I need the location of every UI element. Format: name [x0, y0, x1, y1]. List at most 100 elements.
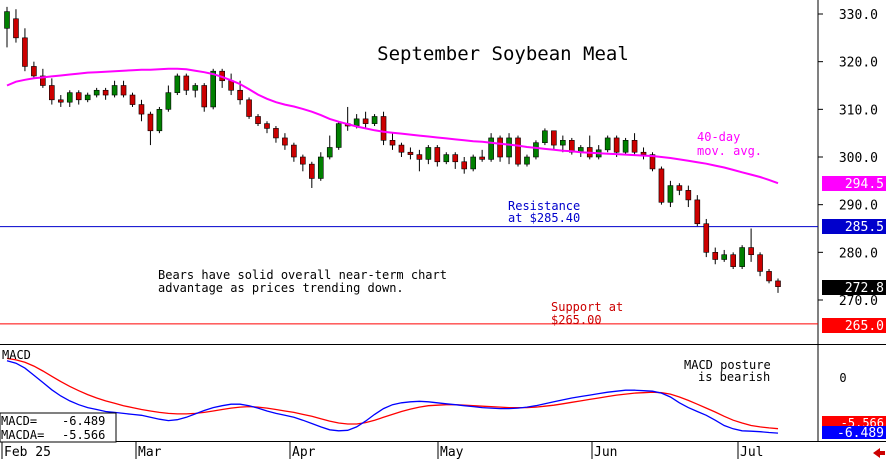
candle-body: [237, 89, 243, 101]
chart-background: [0, 0, 885, 442]
candle-body: [748, 247, 754, 256]
ma-value-box: [822, 176, 886, 191]
candle-body: [452, 154, 459, 163]
candle-body: [622, 140, 629, 153]
y-tick-group: 330.0 320.0 310.0 300.0 290.0 280.0 270.0: [818, 8, 878, 309]
candle-body: [676, 185, 683, 191]
macda-readout-value: -5.566: [62, 428, 105, 442]
ma-label-line1: 40-day: [697, 130, 740, 144]
macd-readout-box: [0, 412, 117, 443]
candle-body: [317, 156, 324, 179]
candle-body: [326, 147, 333, 158]
candle-body: [147, 113, 154, 132]
macda-readout-label: MACDA=: [1, 428, 44, 442]
candle-body: [380, 116, 387, 141]
candle-body: [389, 140, 396, 146]
candle-body: [371, 116, 378, 124]
commentary-line2: advantage as prices trending down.: [158, 281, 404, 295]
last-price-box: [822, 280, 886, 295]
candle-body: [766, 271, 772, 282]
candle-body: [604, 137, 611, 151]
candle-body: [156, 109, 163, 132]
candle-body: [102, 89, 109, 96]
candle-body: [31, 66, 37, 77]
x-tick-label: May: [440, 445, 464, 459]
candle-body: [138, 104, 145, 115]
candle-body: [515, 137, 521, 165]
candle-body: [694, 199, 701, 225]
candle-body: [631, 140, 638, 153]
candle-body: [703, 223, 710, 253]
candle-body: [309, 163, 315, 179]
x-tick-label: Apr: [292, 445, 316, 459]
candle-body: [398, 144, 405, 153]
macd-panel-title: MACD: [2, 348, 31, 362]
candle-body: [40, 75, 46, 86]
candle-body: [362, 118, 369, 124]
candle-body: [353, 118, 360, 127]
candle-body: [461, 161, 468, 170]
macd-zero-label: 0: [839, 371, 846, 385]
candle-body: [335, 123, 342, 148]
candle-body: [551, 130, 557, 146]
resistance-label-line2: at $285.40: [508, 211, 580, 225]
candle-body: [649, 154, 656, 170]
candle-body: [4, 11, 10, 29]
candle-body: [183, 75, 190, 91]
candle-body: [739, 247, 745, 267]
candle-body: [542, 130, 548, 144]
x-tick-group: Feb 25 Mar Apr May Jun Jul: [1, 441, 763, 459]
resistance-label-line1: Resistance: [508, 199, 580, 213]
left-arrow-icon[interactable]: [873, 448, 885, 458]
candle-body: [407, 151, 414, 155]
moving-average-line: [6, 67, 779, 185]
macd-lines-group: [6, 357, 779, 434]
macd-series-macd: [6, 360, 779, 434]
support-value-label: 265.0: [845, 319, 884, 334]
macda-axis-box: [822, 416, 886, 428]
candle-body: [712, 252, 719, 260]
macd-series-macda: [6, 357, 779, 430]
macd-readout-label: MACD=: [1, 414, 37, 428]
candle-body: [174, 75, 181, 93]
support-value-box: [822, 318, 886, 333]
x-tick-label: Jun: [594, 445, 617, 459]
y-tick-label: 300.0: [839, 151, 878, 166]
resistance-value-box: [822, 219, 886, 234]
candle-body: [775, 280, 781, 287]
candle-body: [111, 85, 118, 96]
candle-body: [416, 154, 423, 160]
chart-title: September Soybean Meal: [377, 43, 629, 65]
last-price-label: 272.8: [845, 281, 884, 296]
candle-body: [66, 92, 73, 103]
candle-body: [640, 151, 647, 155]
candle-body: [273, 128, 279, 139]
candle-body: [264, 123, 270, 129]
x-tick-label: Jul: [740, 445, 763, 459]
candle-body: [434, 147, 441, 163]
support-resistance-group: [0, 226, 818, 325]
resistance-value-label: 285.5: [845, 220, 884, 235]
macd-readout-value: -6.489: [62, 414, 105, 428]
candle-body: [533, 142, 539, 158]
support-label-line2: $265.00: [551, 313, 602, 327]
macd-axis-box: [822, 426, 886, 439]
candle-body: [246, 99, 252, 117]
candle-body: [721, 254, 728, 260]
candle-body: [560, 140, 566, 146]
candle-body: [757, 254, 763, 272]
candle-body: [255, 116, 261, 124]
candle-body: [84, 94, 91, 101]
candle-body: [300, 156, 306, 165]
y-tick-label: 330.0: [839, 8, 878, 23]
candle-body: [13, 18, 19, 39]
macd-axis-label: -6.489: [837, 426, 884, 441]
macd-commentary-line1: MACD posture: [684, 358, 771, 372]
x-tick-label: Feb 25: [4, 445, 51, 459]
candle-body: [730, 254, 736, 267]
candle-body: [93, 89, 100, 96]
candle-body: [425, 147, 432, 160]
candle-body: [49, 85, 55, 101]
candle-body: [165, 92, 172, 110]
